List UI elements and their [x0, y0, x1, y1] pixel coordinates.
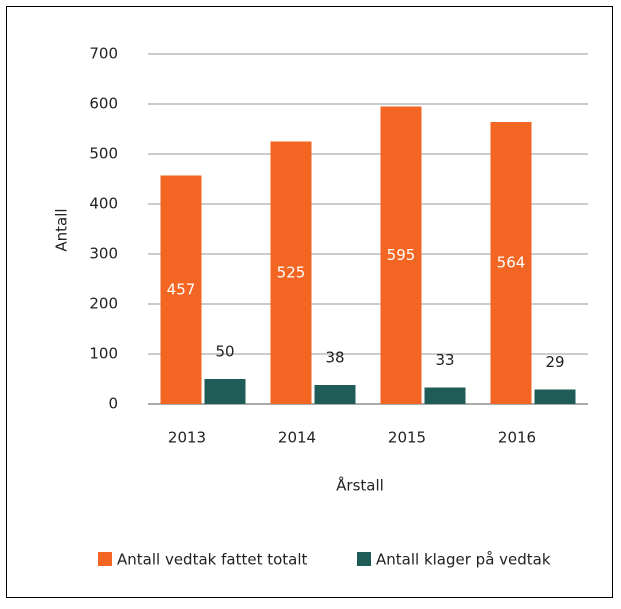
x-axis-title: Årstall: [336, 476, 384, 495]
legend-swatch: [98, 552, 112, 566]
y-tick-label: 100: [89, 345, 118, 363]
bar: [490, 122, 532, 404]
y-axis-title: Antall: [53, 208, 71, 251]
data-label: 525: [277, 263, 306, 281]
bar: [160, 175, 202, 404]
x-tick-label: 2013: [168, 429, 206, 447]
legend-label: Antall vedtak fattet totalt: [117, 551, 308, 569]
bar: [204, 379, 246, 404]
data-label: 29: [545, 353, 564, 371]
y-tick-label: 500: [89, 145, 118, 163]
data-label: 50: [215, 343, 234, 361]
bar: [314, 385, 356, 404]
y-tick-label: 600: [89, 95, 118, 113]
data-label: 38: [325, 349, 344, 367]
y-tick-label: 400: [89, 195, 118, 213]
data-label: 595: [387, 246, 416, 264]
y-tick-label: 300: [89, 245, 118, 263]
frame: [6, 6, 613, 598]
data-label: 457: [167, 280, 196, 298]
x-tick-label: 2015: [388, 429, 426, 447]
bar: [270, 141, 312, 404]
bar: [424, 387, 466, 404]
data-label: 564: [497, 254, 526, 272]
data-label: 33: [435, 351, 454, 369]
bar: [534, 389, 576, 404]
bar: [380, 106, 422, 404]
x-tick-label: 2016: [498, 429, 536, 447]
y-tick-label: 0: [108, 395, 118, 413]
x-tick-label: 2014: [278, 429, 316, 447]
y-tick-label: 700: [89, 45, 118, 63]
y-tick-label: 200: [89, 295, 118, 313]
legend-swatch: [357, 552, 371, 566]
legend-label: Antall klager på vedtak: [376, 551, 551, 569]
